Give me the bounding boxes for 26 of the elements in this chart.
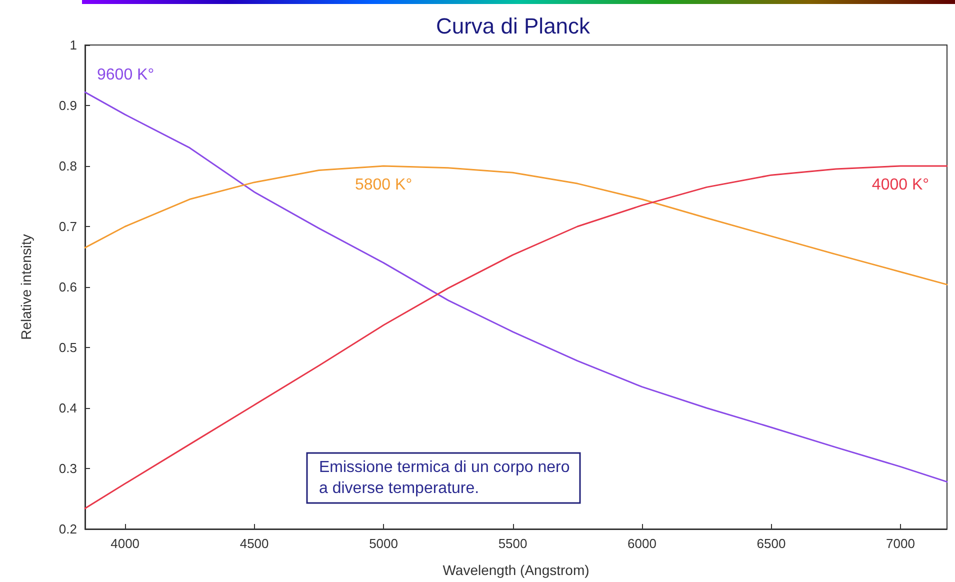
line-series — [84, 91, 948, 483]
annotation: Emissione termica di un corpo nero a diverse temperature. — [319, 459, 570, 497]
y-tick-label: 0.3 — [58, 461, 77, 476]
chart-title: Curva di Planck — [436, 14, 592, 38]
y-tick-label: 0.4 — [58, 400, 77, 416]
x-tick-label: 5500 — [498, 536, 528, 551]
y-tick-label: 0.8 — [58, 158, 77, 174]
x-tick-label: 4500 — [240, 536, 269, 551]
x-tick-label: 6000 — [628, 536, 656, 551]
y-tick-label: 0.5 — [58, 340, 77, 355]
x-tick-label: 4000 — [110, 536, 140, 551]
line-series — [84, 165, 948, 286]
x-tick-label: 6500 — [756, 536, 786, 551]
y-tick-label: 0.6 — [58, 280, 77, 294]
x-tick-label: 5000 — [369, 536, 398, 551]
y-tick-label: 1 — [70, 38, 77, 52]
x-tick-label: 7000 — [886, 536, 915, 551]
y-axis-title: Relative intensity — [18, 234, 34, 340]
y-tick-label: 0.9 — [58, 98, 77, 113]
series-label: 4000 K° — [872, 176, 930, 194]
x-axis-title: Wavelength (Angstrom) — [442, 562, 590, 578]
series-label: 9600 K° — [97, 66, 154, 84]
series-label: 5800 K° — [354, 176, 412, 194]
y-tick-label: 0.2 — [58, 522, 77, 536]
line-series — [84, 165, 948, 510]
y-tick-label: 0.7 — [58, 219, 77, 234]
